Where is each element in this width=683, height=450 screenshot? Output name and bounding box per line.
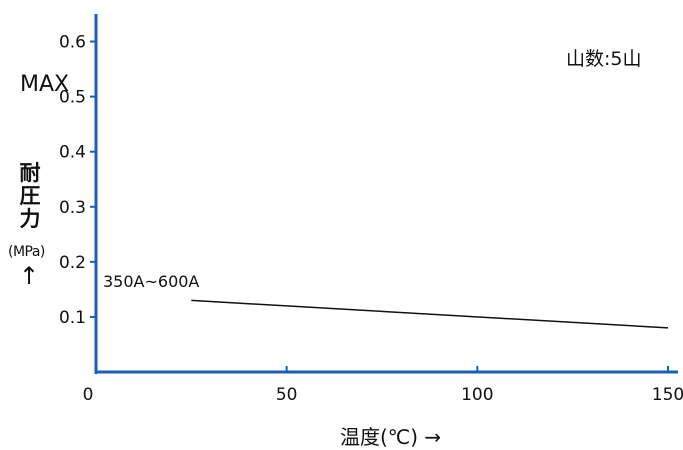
thread-count-annotation: 山数:5山 bbox=[566, 48, 642, 70]
series-label: 350A~600A bbox=[103, 272, 200, 291]
series-group bbox=[191, 299, 669, 329]
y-axis-label-pressure: 耐圧力 bbox=[19, 161, 41, 231]
y-tick-label: 0.6 bbox=[59, 33, 86, 53]
x-axis-label: 温度(℃) → bbox=[340, 425, 442, 449]
y-tick-label: 0.3 bbox=[59, 198, 86, 218]
y-axis-label-unit: (MPa) bbox=[8, 244, 45, 260]
x-tick-label: 100 bbox=[461, 385, 493, 405]
x-tick-label: 50 bbox=[276, 385, 298, 405]
x-axis-ticks: 0 50 100 150 bbox=[83, 366, 683, 405]
y-axis-ticks: 0.1 0.2 0.3 0.4 0.5 0.6 bbox=[59, 33, 96, 328]
y-axis-arrow: ↑ bbox=[19, 262, 40, 290]
x-tick-label: 150 bbox=[652, 385, 683, 405]
x-tick-label: 0 bbox=[83, 385, 94, 405]
y-axis-label-max: MAX bbox=[20, 72, 70, 97]
y-tick-label: 0.2 bbox=[59, 253, 86, 273]
y-tick-label: 0.4 bbox=[59, 143, 86, 163]
y-tick-label: 0.1 bbox=[59, 308, 86, 328]
series-line-0 bbox=[191, 299, 669, 329]
y-tick-label: 0.5 bbox=[59, 88, 86, 108]
